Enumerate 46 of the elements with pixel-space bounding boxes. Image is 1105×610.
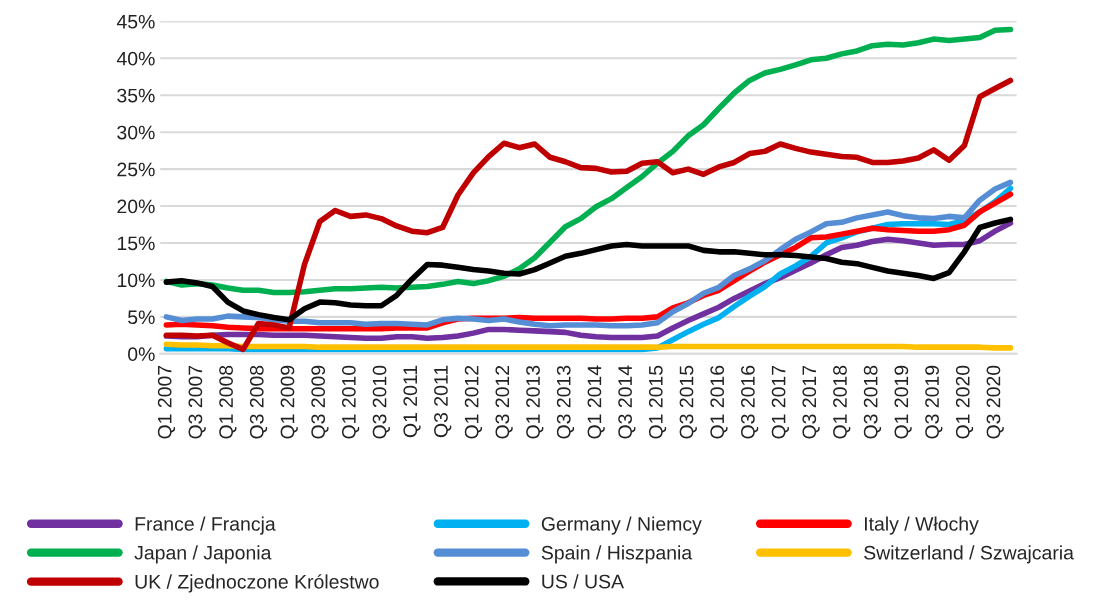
legend-label: Italy / Włochy [865, 516, 979, 535]
x-tick-label: Q1 2013 [526, 365, 544, 439]
x-tick-label: Q3 2013 [556, 365, 575, 439]
x-tick-label: Q3 2008 [249, 365, 268, 439]
y-tick-label: 45% [116, 14, 155, 29]
x-tick-label: Q3 2009 [311, 365, 329, 439]
x-tick-label: Q1 2018 [833, 365, 851, 439]
x-tick-label: Q1 2011 [403, 365, 421, 438]
x-tick-label: Q3 2010 [372, 365, 390, 439]
y-tick-label: 20% [117, 199, 155, 214]
y-tick-label: 35% [117, 88, 155, 103]
x-tick-label: Q3 2019 [925, 365, 943, 439]
x-tick-label: Q3 2014 [618, 365, 636, 439]
x-tick-label: Q3 2012 [495, 365, 513, 439]
x-tick-label: Q1 2014 [587, 365, 605, 439]
y-tick-label: 40% [116, 51, 155, 66]
x-tick-label: Q1 2010 [341, 365, 360, 439]
y-tick-label: 5% [128, 310, 155, 325]
y-tick-label: 15% [117, 236, 155, 251]
y-tick-label: 0% [128, 347, 155, 362]
x-tick-label: Q3 2016 [741, 365, 759, 439]
x-tick-label: Q3 2011 [434, 365, 452, 438]
legend-label: US / USA [542, 574, 624, 589]
x-tick-label: Q3 2018 [863, 365, 882, 439]
x-tick-label: Q1 2015 [648, 365, 667, 439]
x-tick-label: Q3 2007 [188, 365, 206, 439]
x-tick-label: Q1 2019 [894, 365, 912, 439]
x-tick-label: Q1 2020 [955, 365, 974, 439]
legend-label: France / Francja [135, 516, 276, 535]
x-tick-label: Q1 2016 [710, 365, 728, 439]
x-tick-label: Q3 2020 [986, 365, 1004, 439]
legend-label: Spain / Hiszpania [541, 545, 693, 564]
y-tick-label: 25% [117, 162, 155, 177]
x-tick-label: Q1 2009 [280, 365, 298, 439]
x-tick-label: Q1 2012 [464, 365, 483, 439]
x-tick-label: Q1 2007 [157, 365, 176, 439]
y-tick-label: 10% [117, 273, 155, 288]
x-tick-label: Q3 2015 [679, 365, 697, 439]
x-tick-label: Q3 2017 [802, 365, 820, 439]
x-tick-label: Q1 2008 [219, 365, 237, 439]
x-tick-label: Q1 2017 [771, 365, 789, 439]
legend-label: Switzerland / Szwajcaria [864, 545, 1074, 564]
legend-label: Germany / Niemcy [541, 516, 702, 535]
legend-label: Japan / Japonia [134, 545, 272, 564]
legend-label: UK / Zjednoczone Królestwo [135, 574, 379, 593]
y-tick-label: 30% [117, 125, 155, 140]
